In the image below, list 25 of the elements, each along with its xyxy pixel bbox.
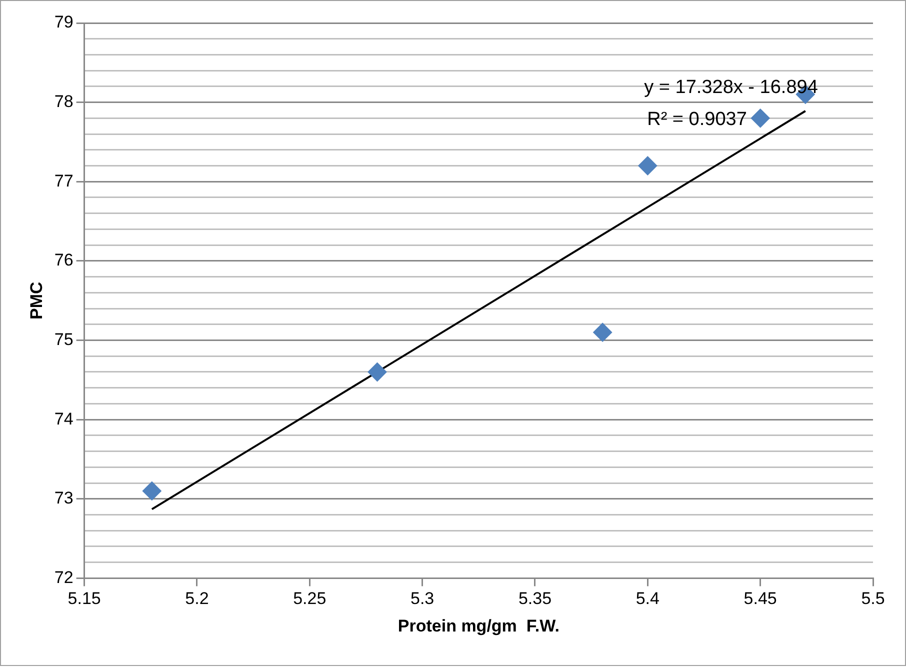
x-tick-label: 5.25 bbox=[293, 589, 326, 608]
y-tick-label: 75 bbox=[54, 330, 74, 349]
x-tick-label: 5.15 bbox=[68, 589, 101, 608]
x-tick-label: 5.3 bbox=[410, 589, 434, 608]
y-tick-label: 77 bbox=[54, 171, 74, 190]
x-tick-label: 5.4 bbox=[636, 589, 660, 608]
annotation: R² = 0.9037 bbox=[647, 109, 747, 130]
y-tick-label: 72 bbox=[54, 568, 74, 587]
point bbox=[638, 156, 658, 176]
annotation: y = 17.328x - 16.894 bbox=[644, 77, 818, 98]
x-tick-label: 5.2 bbox=[185, 589, 209, 608]
y-tick-label: 76 bbox=[54, 250, 74, 270]
y-tick-label: 79 bbox=[54, 12, 74, 32]
y-tick-label: 78 bbox=[54, 92, 74, 111]
x-tick-label: 5.35 bbox=[518, 589, 552, 608]
point bbox=[593, 322, 612, 342]
point bbox=[142, 481, 162, 500]
y-tick-label: 74 bbox=[54, 409, 74, 428]
point bbox=[750, 108, 770, 128]
x-axis-title: Protein mg/gm F.W. bbox=[398, 616, 560, 636]
point bbox=[368, 362, 387, 382]
y-axis-title: PMC bbox=[26, 282, 46, 320]
y-tick-label: 73 bbox=[54, 488, 74, 508]
x-tick-label: 5.45 bbox=[744, 589, 777, 608]
x-tick-label: 5.5 bbox=[861, 589, 885, 608]
